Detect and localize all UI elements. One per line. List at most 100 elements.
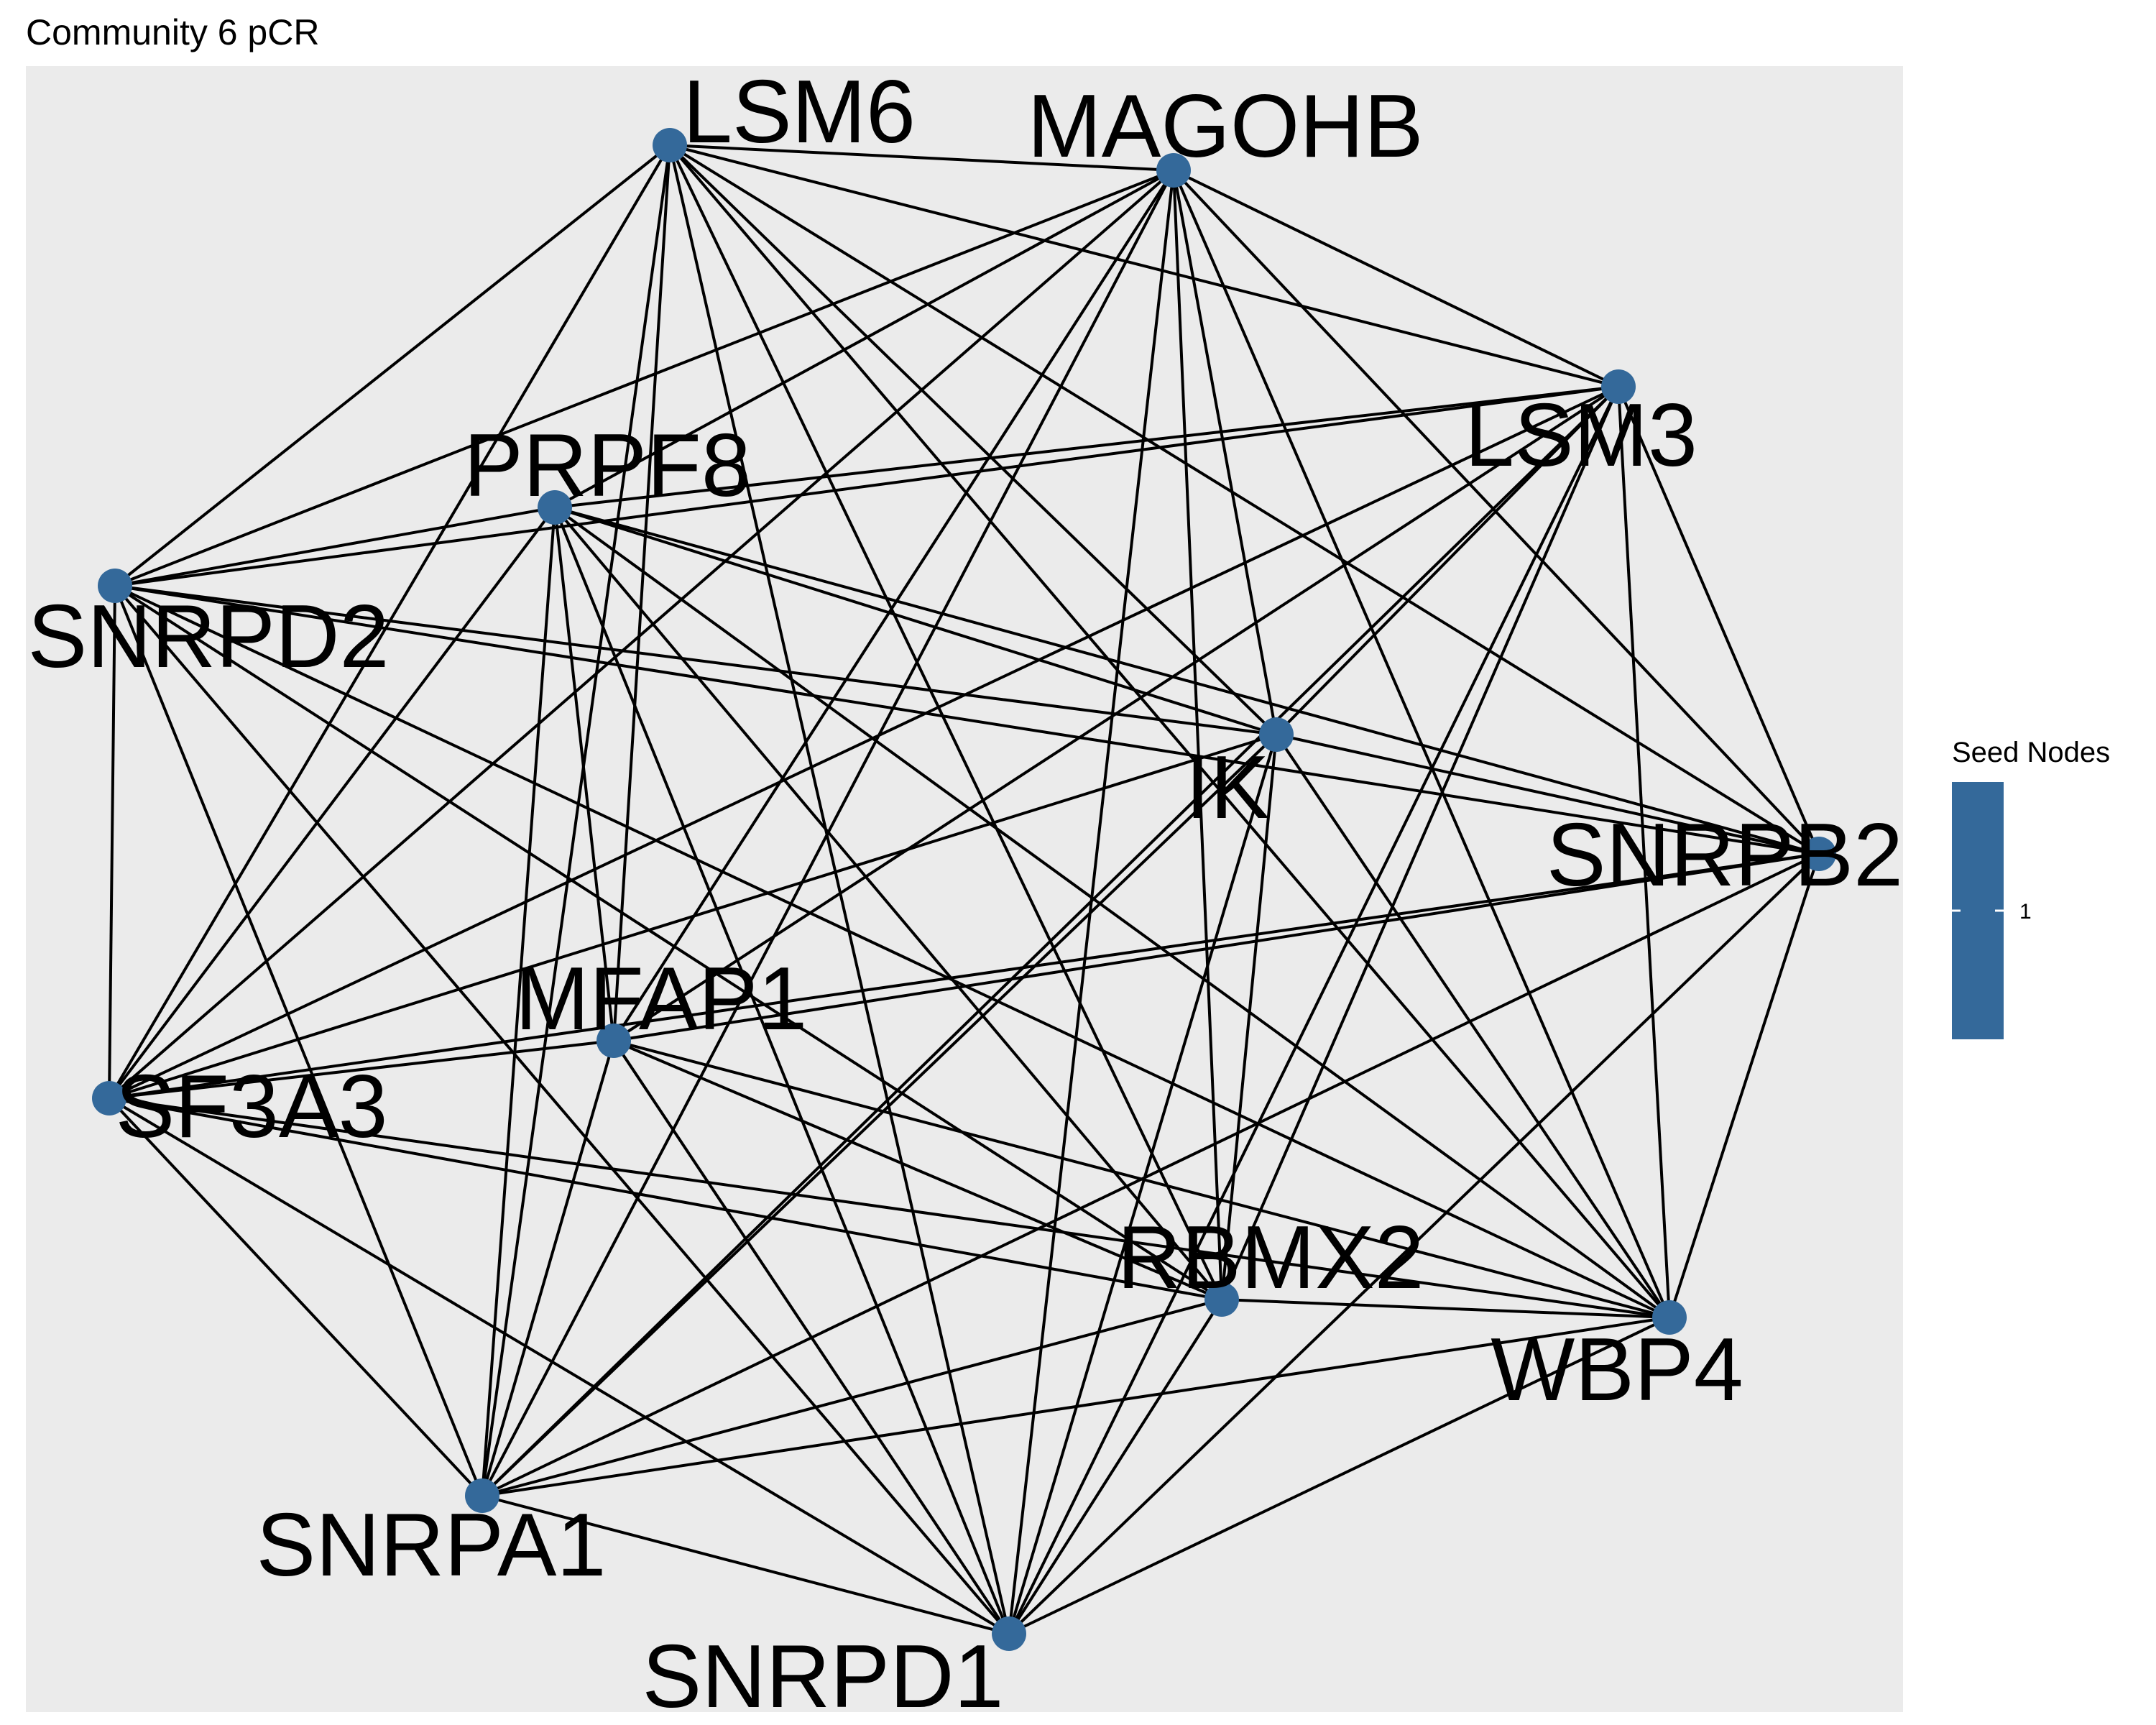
edge-snrpd2-snrpb2 [114,584,1820,855]
node-label-prpf8: PRPF8 [464,416,751,515]
edge-ik-snrpd1 [1008,734,1278,1634]
edge-lsm6-magohb [669,144,1174,172]
edge-sf3a3-rbmx2 [109,1097,1222,1301]
edge-lsm6-ik [668,144,1278,736]
node-magohb [1156,153,1191,188]
edge-mfap1-sf3a3 [109,1039,614,1100]
edge-lsm6-wbp4 [668,144,1671,1319]
node-wbp4 [1652,1300,1687,1335]
edge-prpf8-snrpd1 [553,507,1010,1634]
edge-lsm3-snrpa1 [481,385,1620,1497]
edge-magohb-rbmx2 [1172,170,1223,1300]
edge-snrpb2-wbp4 [1668,853,1820,1318]
edge-lsm3-snrpd2 [114,385,1619,587]
edge-snrpd2-snrpd1 [114,584,1010,1635]
edge-layer [108,144,1820,1635]
edge-snrpd2-wbp4 [114,584,1670,1319]
edge-rbmx2-snrpd1 [1008,1298,1223,1635]
edge-ik-snrpa1 [481,733,1278,1497]
label-layer: LSM6 MAGOHB LSM3 PRPF8 SNRPD2 IK SNRPB2 MFAP1 SF… [27,63,1903,1725]
edge-prpf8-sf3a3 [108,506,556,1100]
edge-ik-rbmx2 [1220,734,1278,1300]
edge-wbp4-snrpd1 [1008,1316,1670,1635]
edge-prpf8-snrpb2 [554,506,1820,855]
edge-ik-sf3a3 [109,733,1277,1100]
node-lsm6 [653,128,687,162]
edge-ik-wbp4 [1275,733,1671,1319]
node-label-lsm3: LSM3 [1465,386,1697,485]
node-lsm3 [1601,369,1636,404]
edge-magohb-prpf8 [554,169,1174,509]
plot-title: Community 6 pCR [26,12,319,52]
node-label-sf3a3: SF3A3 [115,1057,387,1156]
node-snrpa1 [465,1478,499,1513]
edge-prpf8-snrpd2 [114,506,556,587]
edge-snrpb2-snrpa1 [482,852,1820,1497]
edge-snrpd2-snrpa1 [114,585,484,1496]
node-label-ik: IK [1185,738,1269,837]
edge-snrpd2-rbmx2 [114,584,1223,1301]
edge-snrpb2-mfap1 [613,852,1820,1042]
edge-snrpb2-sf3a3 [109,852,1820,1100]
node-label-snrpb2: SNRPB2 [1547,806,1903,905]
edge-lsm3-snrpd1 [1008,386,1620,1634]
edge-sf3a3-snrpa1 [108,1097,484,1497]
node-label-wbp4: WBP4 [1491,1320,1743,1420]
node-label-rbmx2: RBMX2 [1117,1208,1424,1307]
edge-lsm3-rbmx2 [1220,386,1620,1300]
node-sf3a3 [92,1081,126,1116]
edge-snrpd2-ik [114,584,1277,736]
edge-lsm6-rbmx2 [668,144,1223,1300]
node-ik [1259,717,1294,752]
edge-magohb-sf3a3 [108,169,1175,1100]
edge-sf3a3-wbp4 [109,1097,1670,1319]
edge-mfap1-snrpa1 [481,1040,615,1496]
edge-lsm6-snrpd2 [114,144,671,587]
edge-mfap1-snrpd1 [612,1039,1010,1635]
edge-lsm6-snrpd1 [668,144,1010,1634]
edge-wbp4-snrpa1 [482,1316,1670,1497]
edge-prpf8-mfap1 [553,507,615,1041]
edge-lsm6-snrpb2 [668,144,1820,855]
edge-ik-snrpb2 [1276,733,1820,855]
edge-rbmx2-snrpa1 [482,1298,1222,1497]
edge-magohb-lsm3 [1173,169,1619,388]
node-label-snrpd1: SNRPD1 [642,1627,1003,1725]
node-rbmx2 [1204,1282,1239,1317]
edge-lsm3-prpf8 [554,385,1619,509]
edge-snrpa1-snrpd1 [482,1494,1010,1635]
edge-magohb-mfap1 [612,169,1175,1042]
node-prpf8 [538,490,572,525]
node-label-snrpa1: SNRPA1 [257,1496,607,1595]
edge-prpf8-snrpa1 [481,507,556,1496]
edge-mfap1-rbmx2 [613,1039,1222,1301]
node-mfap1 [596,1024,631,1058]
edge-prpf8-wbp4 [553,506,1671,1319]
edge-lsm6-lsm3 [669,144,1619,388]
edge-snrpd2-sf3a3 [108,585,116,1099]
edge-snrpb2-snrpd1 [1008,852,1820,1635]
legend-title: Seed Nodes [1952,737,2110,768]
node-label-snrpd2: SNRPD2 [27,587,389,686]
edge-magohb-snrpd2 [114,169,1174,587]
edge-mfap1-wbp4 [613,1039,1670,1319]
edge-lsm3-wbp4 [1617,386,1671,1318]
node-label-lsm6: LSM6 [683,63,916,162]
edge-prpf8-rbmx2 [553,506,1223,1301]
node-snrpb2 [1802,837,1836,871]
node-snrpd1 [992,1616,1026,1651]
node-layer [92,128,1836,1651]
node-snrpd2 [98,569,132,603]
edge-prpf8-ik [554,506,1277,736]
edge-lsm3-ik [1275,385,1620,736]
edge-lsm6-mfap1 [612,144,671,1041]
node-label-magohb: MAGOHB [1027,77,1423,176]
edge-magohb-ik [1172,170,1278,735]
edge-lsm6-snrpa1 [481,144,671,1496]
edge-lsm3-sf3a3 [109,385,1619,1100]
node-label-mfap1: MFAP1 [515,949,808,1049]
edge-lsm3-snrpb2 [1617,386,1820,855]
legend: Seed Nodes 1 [1952,737,2110,1039]
edge-rbmx2-wbp4 [1221,1298,1670,1319]
